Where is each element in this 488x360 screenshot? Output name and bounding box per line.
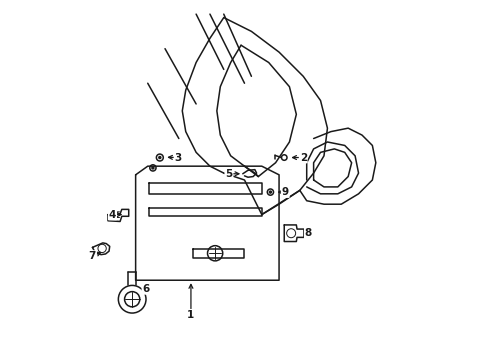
Text: 1: 1 [187, 310, 194, 320]
Text: 8: 8 [304, 228, 311, 238]
Text: 3: 3 [174, 153, 182, 162]
Text: 5: 5 [225, 169, 232, 179]
Text: 4: 4 [108, 210, 116, 220]
Circle shape [269, 191, 271, 193]
Circle shape [152, 167, 154, 169]
Text: 9: 9 [281, 187, 288, 197]
Text: 7: 7 [88, 251, 96, 261]
Text: 6: 6 [142, 284, 149, 294]
Circle shape [159, 157, 161, 158]
Text: 2: 2 [299, 153, 306, 162]
